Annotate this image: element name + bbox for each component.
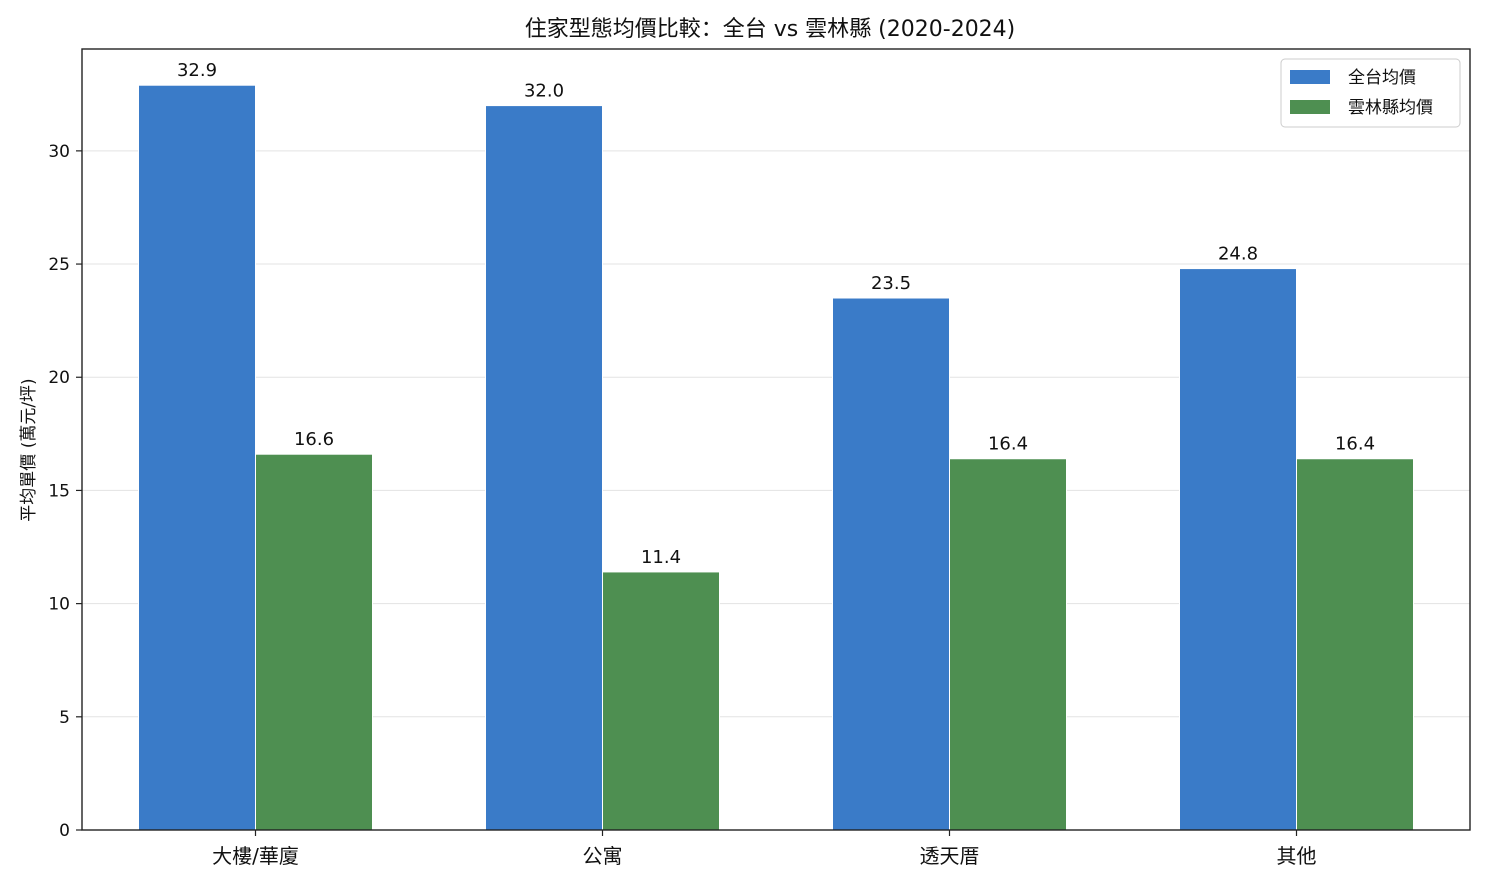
x-axis: 大樓/華廈 公寓 透天厝 其他 [212, 830, 1317, 868]
y-tick-label: 20 [48, 368, 70, 388]
legend-swatch [1290, 100, 1330, 114]
y-tick-label: 30 [48, 142, 70, 162]
data-label: 32.9 [177, 60, 217, 81]
legend-swatch [1290, 70, 1330, 84]
data-label: 16.4 [988, 434, 1028, 455]
x-tick-label: 公寓 [583, 844, 623, 868]
y-tick-label: 5 [59, 708, 70, 728]
chart-title: 住家型態均價比較：全台 vs 雲林縣 (2020-2024) [525, 17, 1016, 42]
data-label: 32.0 [524, 81, 564, 102]
legend-label: 全台均價 [1348, 68, 1416, 88]
bar-1-1 [602, 571, 720, 831]
bar-0-2 [832, 297, 950, 831]
bar-0-1 [485, 105, 603, 831]
legend-label: 雲林縣均價 [1348, 98, 1433, 118]
bars [138, 84, 1414, 831]
x-tick-label: 透天厝 [920, 844, 980, 868]
bar-1-3 [1296, 458, 1414, 831]
plot-frame [81, 48, 1471, 831]
y-tick-label: 10 [48, 595, 70, 615]
data-label: 16.4 [1335, 434, 1375, 455]
bar-0-3 [1179, 268, 1297, 831]
data-label: 16.6 [294, 429, 334, 450]
bar-1-2 [949, 458, 1067, 831]
bar-1-0 [255, 453, 373, 831]
y-axis-label: 平均單價 (萬元/坪) [19, 378, 39, 521]
bar-0-0 [138, 84, 256, 831]
data-label: 23.5 [871, 273, 911, 294]
y-axis: 0 5 10 15 20 25 30 [48, 142, 82, 841]
y-tick-label: 0 [59, 821, 70, 841]
x-tick-label: 大樓/華廈 [212, 844, 299, 868]
y-tick-label: 15 [48, 481, 70, 501]
x-tick-label: 其他 [1277, 844, 1317, 868]
data-labels: 32.9 16.6 32.0 11.4 23.5 16.4 24.8 16.4 [177, 60, 1375, 568]
data-label: 24.8 [1218, 244, 1258, 265]
data-label: 11.4 [641, 547, 681, 568]
y-tick-label: 25 [48, 255, 70, 275]
